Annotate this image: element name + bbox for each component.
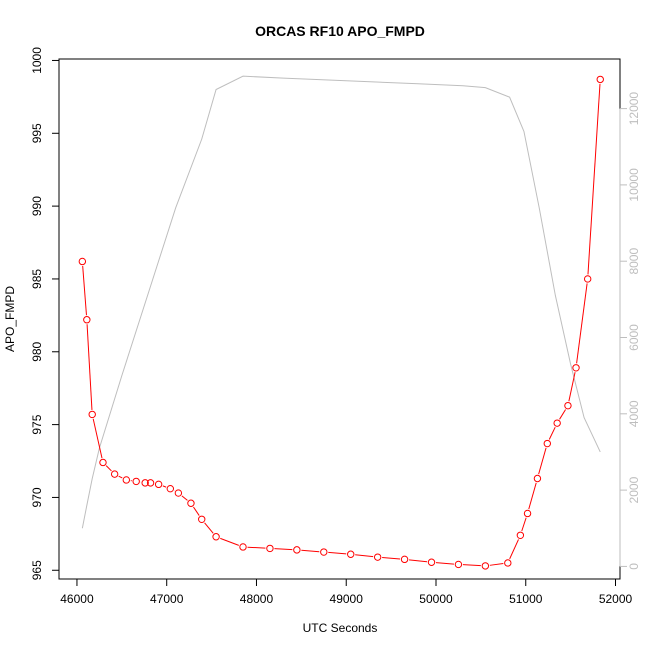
series-segment: [559, 409, 567, 420]
x-tick-label: 47000: [150, 592, 184, 606]
series-segment: [86, 324, 93, 410]
series-segment: [568, 372, 576, 402]
data-point: [504, 559, 512, 567]
data-point: [212, 533, 220, 541]
data-point: [564, 401, 572, 410]
series-segment: [105, 465, 112, 472]
y-tick-label: 995: [30, 123, 44, 143]
series-segment: [382, 557, 401, 560]
series-segment: [92, 418, 103, 459]
y-tick-label: 980: [30, 341, 44, 361]
data-point: [400, 555, 409, 564]
x-tick-label: 46000: [60, 592, 94, 606]
data-point: [481, 562, 490, 570]
data-point: [553, 419, 561, 427]
data-point: [146, 479, 155, 487]
data-point: [132, 477, 140, 486]
series-segment: [301, 549, 320, 553]
series-segment: [181, 495, 188, 501]
data-point: [533, 474, 542, 483]
data-point: [293, 546, 301, 554]
data-point: [187, 499, 195, 507]
data-point: [154, 480, 163, 489]
y-tick-label: 985: [30, 269, 44, 289]
x-axis: 46000 47000 48000 49000 50000 51000 52000: [60, 578, 633, 606]
data-point: [99, 458, 107, 467]
series-segment: [548, 426, 556, 440]
data-point: [320, 548, 328, 556]
series-segment: [328, 551, 347, 555]
data-point: [572, 364, 580, 372]
y-axis-label: APO_FMPD: [3, 286, 17, 352]
y-tick-label: 990: [30, 196, 44, 216]
series-segment: [576, 283, 588, 364]
series-segment: [220, 537, 239, 546]
x-tick-label: 52000: [599, 592, 633, 606]
series-segment: [435, 562, 454, 565]
series-layer: [78, 75, 604, 570]
primary-series: [78, 75, 604, 570]
y-axis: 965 970 975 980 985 990 995 1000: [30, 47, 60, 580]
data-point: [523, 509, 532, 518]
series-segment: [489, 563, 504, 566]
data-point: [454, 560, 463, 569]
y2-tick-label: 0: [627, 563, 641, 570]
y2-tick-label: 6000: [627, 324, 641, 351]
data-point: [347, 550, 355, 558]
data-point: [83, 316, 91, 324]
y2-tick-label: 10000: [627, 168, 641, 202]
series-segment: [82, 265, 87, 316]
series-segment: [521, 517, 527, 532]
chart-title: ORCAS RF10 APO_FMPD: [255, 23, 425, 39]
data-point: [122, 476, 131, 484]
data-point: [516, 531, 525, 540]
x-tick-label: 50000: [419, 592, 453, 606]
series-segment: [204, 522, 214, 534]
series-segment: [408, 559, 428, 563]
y2-tick-label: 2000: [627, 476, 641, 503]
data-point: [266, 544, 274, 553]
series-segment: [528, 482, 537, 510]
y-tick-label: 965: [30, 560, 44, 580]
data-point: [78, 257, 87, 266]
data-point: [427, 558, 436, 566]
y2-tick-label: 12000: [627, 92, 641, 126]
x-tick-label: 51000: [509, 592, 543, 606]
y2-tick-label: 4000: [627, 400, 641, 427]
series-segment: [587, 83, 601, 275]
data-point: [583, 275, 592, 283]
y2-tick-label: 8000: [627, 248, 641, 275]
series-segment: [538, 447, 547, 475]
data-point: [141, 479, 149, 487]
x-tick-label: 48000: [240, 592, 274, 606]
y-tick-label: 1000: [30, 47, 44, 74]
data-point: [88, 410, 96, 419]
x-tick-label: 49000: [330, 592, 364, 606]
series-segment: [193, 506, 200, 516]
x-axis-label: UTC Seconds: [303, 621, 378, 635]
series-segment: [247, 546, 266, 549]
series-segment: [118, 475, 123, 479]
y-tick-label: 975: [30, 414, 44, 434]
series-segment: [462, 564, 481, 567]
data-point: [596, 75, 604, 84]
series-segment: [355, 554, 374, 558]
series-line: [81, 75, 601, 529]
data-point: [166, 484, 175, 493]
y-tick-label: 970: [30, 487, 44, 507]
series-segment: [509, 539, 519, 560]
data-point: [239, 543, 247, 551]
data-point: [543, 439, 551, 448]
data-point: [110, 470, 119, 478]
secondary-y-axis: 0 2000 4000 6000 8000 10000 12000: [619, 92, 641, 570]
series-segment: [162, 485, 167, 488]
data-point: [198, 515, 206, 523]
series-segment: [274, 548, 293, 551]
plot-frame: [58, 58, 621, 580]
secondary-series: [81, 75, 601, 529]
data-point: [373, 553, 382, 561]
data-point: [174, 489, 183, 497]
